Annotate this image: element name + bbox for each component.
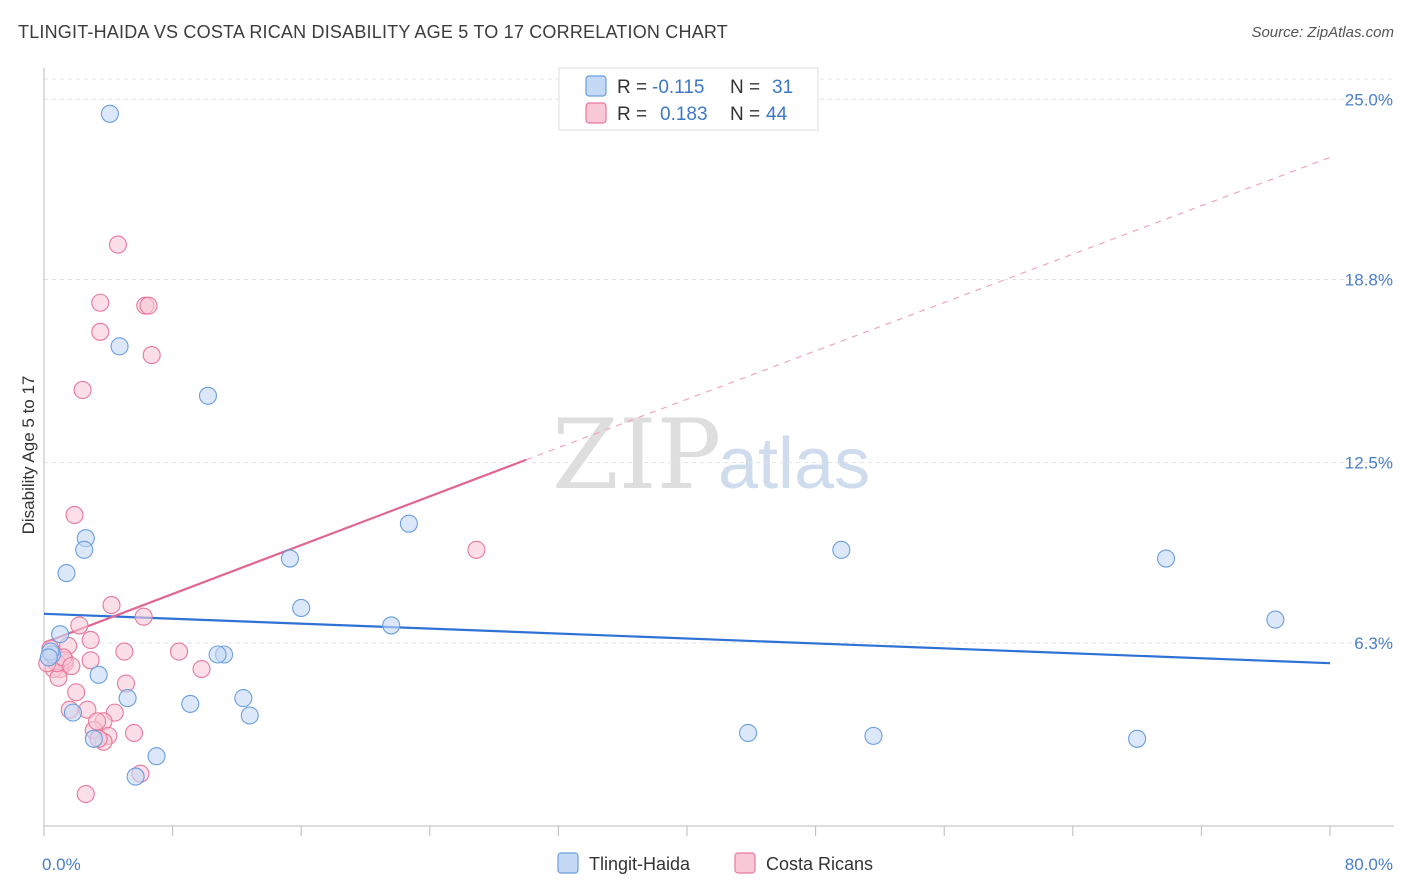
point-tlingit-6: [280, 549, 299, 568]
legend-r-label-2: R =: [617, 104, 647, 125]
point-costa-41: [76, 784, 95, 804]
bottom-legend-label-costa: Costa Ricans: [766, 854, 873, 874]
point-costa-0: [108, 235, 127, 254]
point-costa-21: [81, 651, 100, 670]
point-costa-8: [467, 540, 486, 559]
point-tlingit-27: [1128, 729, 1147, 748]
point-tlingit-19: [63, 703, 82, 722]
point-costa-42: [62, 657, 81, 676]
point-tlingit-17: [208, 645, 227, 664]
y-axis-label: Disability Age 5 to 17: [19, 376, 38, 535]
point-tlingit-4: [75, 540, 94, 559]
y-tick-labels: 6.3% 12.5% 18.8% 25.0%: [1345, 90, 1393, 653]
legend-r-label-1: R =: [617, 77, 647, 98]
point-tlingit-9: [382, 616, 401, 635]
point-costa-3: [139, 296, 158, 315]
x-axis-ticks: [43, 826, 1331, 836]
point-costa-12: [81, 630, 100, 650]
trend-line-0: [43, 612, 1331, 665]
point-tlingit-11: [1156, 549, 1176, 568]
point-costa-9: [102, 596, 121, 615]
legend-r-value-1: -0.115: [652, 77, 704, 98]
point-costa-24: [192, 659, 211, 679]
point-tlingit-21: [181, 694, 200, 713]
x-tick-label-1: 80.0%: [1345, 855, 1393, 874]
point-tlingit-30: [39, 648, 58, 667]
point-tlingit-1: [110, 337, 129, 356]
y-tick-label-2: 18.8%: [1345, 270, 1393, 289]
gridlines: [44, 78, 1394, 644]
x-tick-label-0: 0.0%: [42, 855, 81, 874]
point-tlingit-22: [234, 689, 253, 708]
point-costa-34: [87, 712, 107, 731]
legend-n-label-1: N =: [730, 77, 760, 98]
bottom-legend-swatch-costa: [734, 852, 756, 874]
point-tlingit-2: [198, 386, 218, 405]
legend-swatch-costa: [585, 102, 607, 124]
data-points: [38, 104, 1285, 804]
y-tick-label-1: 12.5%: [1345, 454, 1393, 473]
watermark-zip: ZIP: [552, 399, 721, 511]
legend-n-value-1: 31: [772, 77, 793, 98]
top-legend: R = -0.115 N = 31 R = 0.183 N = 44: [558, 67, 819, 131]
point-tlingit-13: [51, 625, 70, 644]
point-costa-14: [115, 642, 134, 661]
point-tlingit-23: [240, 706, 259, 725]
point-costa-4: [91, 322, 110, 341]
point-tlingit-26: [739, 723, 758, 743]
point-tlingit-25: [864, 726, 883, 745]
point-tlingit-8: [292, 598, 311, 618]
bottom-legend: Tlingit-Haida Costa Ricans: [557, 852, 873, 874]
point-tlingit-5: [57, 564, 76, 583]
point-tlingit-7: [399, 514, 418, 533]
point-costa-6: [73, 380, 92, 400]
legend-r-value-2: 0.183: [660, 104, 708, 125]
point-costa-1: [91, 293, 110, 312]
point-tlingit-24: [84, 729, 103, 748]
point-costa-7: [65, 505, 84, 525]
chart-title: TLINGIT-HAIDA VS COSTA RICAN DISABILITY …: [18, 22, 728, 42]
point-costa-32: [124, 723, 144, 743]
bottom-legend-label-tlingit: Tlingit-Haida: [589, 854, 691, 874]
point-tlingit-0: [100, 104, 119, 123]
legend-swatch-tlingit: [585, 75, 607, 97]
point-tlingit-20: [118, 689, 137, 708]
point-tlingit-12: [1266, 610, 1285, 629]
point-costa-11: [70, 616, 89, 635]
watermark-atlas: atlas: [718, 424, 870, 504]
point-tlingit-18: [89, 665, 108, 684]
point-costa-15: [169, 642, 189, 661]
legend-n-value-2: 44: [766, 104, 788, 125]
point-tlingit-10: [832, 540, 851, 559]
y-tick-label-0: 6.3%: [1354, 634, 1393, 653]
bottom-legend-swatch-tlingit: [557, 852, 579, 874]
point-tlingit-29: [126, 767, 145, 786]
y-tick-label-3: 25.0%: [1345, 90, 1393, 109]
point-costa-5: [142, 346, 161, 365]
point-tlingit-28: [147, 747, 166, 766]
x-tick-labels: 0.0% 80.0%: [42, 855, 1393, 874]
legend-n-label-2: N =: [730, 104, 760, 125]
point-costa-10: [134, 607, 153, 626]
source-label: Source: ZipAtlas.com: [1251, 24, 1394, 41]
point-costa-27: [67, 683, 86, 702]
